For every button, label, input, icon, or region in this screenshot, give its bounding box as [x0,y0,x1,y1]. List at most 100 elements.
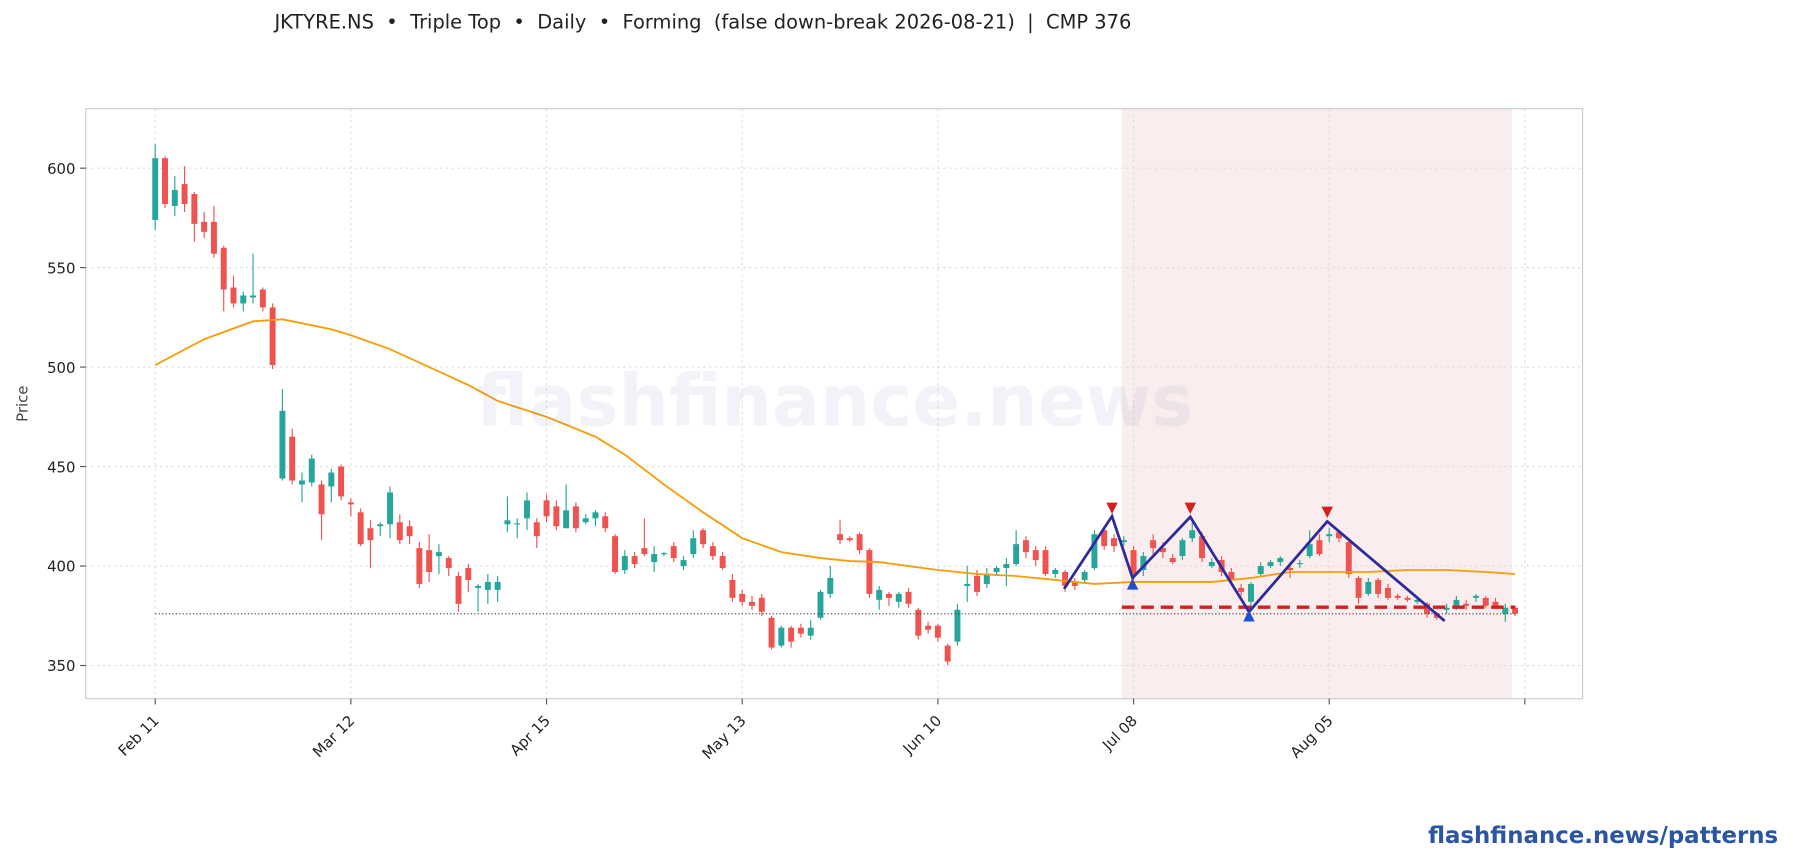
candle-body [1463,603,1470,606]
candle-body [396,522,403,541]
candle-body [1316,540,1323,555]
candle-body [1502,607,1509,614]
candle-body [533,522,540,537]
candle-body [1032,550,1039,561]
candle-body [788,627,795,642]
candle-body [1228,571,1235,580]
candle-body [563,510,570,529]
candle-body [905,591,912,604]
candle-body [1345,542,1352,574]
candle-body [964,583,971,586]
candle-body [1101,530,1108,547]
candle-body [514,523,521,525]
candle-body [230,287,237,304]
candle-body [1492,601,1499,606]
candle-body [631,556,638,565]
pattern-zone [1121,108,1513,699]
plot-frame [85,108,1584,700]
candle-body [445,558,452,569]
candle-body [328,472,335,487]
y-tick-label: 500 [47,359,75,377]
candle-body [1189,530,1196,539]
candle-body [406,526,413,537]
candle-body [1296,563,1303,565]
candle-body [377,524,384,527]
candle-body [1120,540,1127,543]
candle-body [1052,570,1059,574]
candle-body [602,516,609,529]
candle-body [974,575,980,592]
candle-body [1277,558,1284,563]
candle-body [739,593,746,602]
candle-body [1013,544,1020,565]
candle-body [1355,577,1362,598]
candle-body [152,158,159,220]
candle-body [1267,562,1274,567]
y-tick-label: 550 [47,259,75,277]
candle-body [700,530,707,545]
candle-body [1257,566,1264,574]
candle-body [318,484,325,515]
candle-body [925,625,932,630]
watermark: flashfinance.news [476,359,1193,442]
candle-body [1482,597,1489,606]
candle-body [797,627,804,634]
candle-body [1150,540,1157,549]
candle-body [1424,603,1431,614]
candle-body [289,436,296,481]
candle-body [1394,595,1401,598]
candle-body [1365,581,1372,594]
candle-body [494,581,501,590]
candle-body [1130,550,1137,574]
candle-body [1306,544,1313,557]
candle-body [191,194,198,224]
candle-body [1472,595,1479,598]
candle-body [1443,607,1450,610]
candle-body [846,538,853,541]
candle-body [504,520,511,525]
candle-body [181,184,188,204]
candle-body [298,480,305,485]
candle-body [220,247,227,290]
candle-body [1414,599,1421,602]
candle-body [171,190,178,206]
candle-body [719,556,726,569]
candle-body [250,295,257,298]
candle-body [641,548,648,555]
candle-body [582,518,589,523]
candle-body [885,593,892,598]
chart-title: JKTYRE.NS • Triple Top • Daily • Forming… [273,11,1131,34]
candle-body [1091,534,1098,569]
candle-body [1042,550,1049,574]
candle-body [259,289,266,308]
candle-body [993,568,1000,572]
candle-body [308,458,315,483]
candle-body [954,609,961,642]
candle-body [543,500,550,517]
candle-body [269,307,276,366]
candle-body [1512,607,1519,614]
candle-body [387,492,393,525]
candle-body [592,512,599,519]
candle-body [768,617,775,648]
y-tick-label: 350 [47,657,75,675]
footer-link: flashfinance.news/patterns [1428,823,1778,849]
candle-body [709,546,716,557]
candle-body [1238,587,1245,592]
y-tick-label: 450 [47,458,75,476]
candle-body [1287,568,1294,571]
candle-body [1326,534,1333,537]
candle-body [1111,538,1117,547]
candle-body [1159,548,1166,553]
candle-body [1169,558,1176,563]
candle-body [210,221,217,254]
y-tick-label: 600 [47,160,75,178]
candle-body [1140,556,1147,571]
pattern-line [1062,513,1446,622]
candle-body [416,548,423,584]
candle-body [1022,540,1029,553]
plot-area [85,108,1583,699]
candle-body [621,556,628,571]
candle-body [612,536,619,572]
